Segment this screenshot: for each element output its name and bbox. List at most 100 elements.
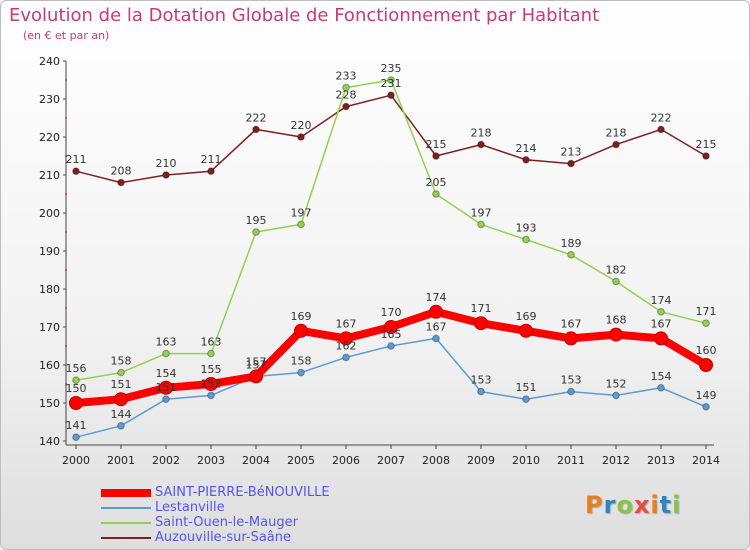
data-label: 214: [516, 142, 537, 155]
data-label: 167: [336, 317, 357, 330]
data-label: 162: [336, 339, 357, 352]
data-label: 149: [696, 389, 717, 402]
y-tick-label: 210: [39, 169, 60, 182]
y-tick-label: 220: [39, 131, 60, 144]
data-point: [612, 391, 620, 400]
data-label: 167: [561, 317, 582, 330]
data-point: [567, 251, 575, 259]
legend-label: Saint-Ouen-le-Mauger: [155, 515, 298, 530]
y-tick-label: 200: [39, 207, 60, 220]
data-label: 170: [381, 306, 402, 319]
data-label: 167: [651, 317, 672, 330]
data-label: 235: [381, 62, 402, 75]
data-point: [159, 380, 173, 395]
data-label: 150: [66, 382, 87, 395]
data-label: 157: [246, 358, 267, 371]
legend-label: Auzouville-sur-Saâne: [155, 530, 292, 545]
legend-swatch: [101, 507, 151, 509]
legend-swatch: [101, 522, 151, 524]
data-label: 157: [246, 355, 267, 368]
data-point: [117, 422, 125, 430]
data-label: 167: [426, 320, 447, 333]
data-label: 169: [516, 310, 537, 323]
data-point: [114, 392, 128, 407]
data-point: [297, 133, 305, 141]
data-point: [387, 91, 395, 99]
data-point: [612, 140, 620, 149]
y-tick-label: 190: [39, 245, 60, 258]
data-label: 213: [561, 146, 582, 159]
data-point: [522, 395, 530, 404]
data-point: [72, 167, 80, 175]
x-tick-label: 2007: [377, 454, 405, 467]
data-point: [207, 167, 215, 175]
data-label: 154: [156, 367, 177, 380]
data-label: 154: [651, 370, 672, 383]
y-tick-label: 230: [39, 93, 60, 106]
data-label: 222: [246, 111, 267, 124]
data-point: [609, 327, 623, 342]
legend-label: SAINT-PIERRE-BéNOUVILLE: [155, 485, 330, 500]
data-label: 197: [291, 206, 312, 219]
chart-subtitle: (en € et par an): [23, 29, 110, 42]
y-tick-label: 160: [39, 359, 60, 372]
legend-label: Lestanville: [155, 500, 225, 515]
x-tick-label: 2005: [287, 454, 315, 467]
y-tick-label: 180: [39, 283, 60, 296]
y-tick-label: 170: [39, 321, 60, 334]
x-tick-label: 2014: [692, 454, 720, 467]
data-point: [567, 159, 575, 168]
data-label: 182: [606, 263, 627, 276]
data-point: [702, 152, 710, 160]
x-tick-label: 2004: [242, 454, 270, 467]
data-point: [564, 331, 578, 346]
series-layer: [69, 76, 713, 442]
data-label: 141: [66, 419, 87, 432]
data-label: 195: [246, 214, 267, 227]
data-point: [252, 228, 260, 236]
data-point: [654, 331, 668, 346]
data-label: 151: [516, 381, 537, 394]
logo-letter: i: [650, 491, 660, 519]
x-tick-label: 2002: [152, 454, 180, 467]
data-point: [474, 316, 488, 331]
data-point: [432, 190, 440, 198]
data-point: [252, 125, 260, 134]
data-label: 205: [426, 176, 447, 189]
data-label: 193: [516, 222, 537, 235]
data-point: [117, 368, 125, 377]
data-label: 211: [201, 153, 222, 166]
data-point: [297, 368, 305, 377]
data-point: [162, 349, 170, 358]
data-label: 233: [336, 70, 357, 83]
data-label: 152: [606, 377, 627, 390]
data-point: [207, 391, 215, 400]
data-label: 168: [606, 314, 627, 327]
x-tick-label: 2006: [332, 454, 360, 467]
data-point: [657, 384, 665, 392]
data-point: [162, 171, 170, 179]
logo-letter: i: [672, 491, 682, 519]
data-point: [342, 353, 350, 362]
data-label: 218: [606, 127, 627, 140]
data-label: 215: [696, 138, 717, 151]
data-point: [72, 433, 80, 442]
x-tick-label: 2010: [512, 454, 540, 467]
data-point: [612, 277, 620, 286]
data-point: [249, 369, 263, 384]
chart-title: Evolution de la Dotation Globale de Fonc…: [9, 5, 600, 26]
data-label: 211: [66, 153, 87, 166]
data-point: [294, 323, 308, 338]
data-label: 222: [651, 111, 672, 124]
data-point: [477, 140, 485, 149]
data-label: 163: [156, 336, 177, 349]
data-label: 152: [201, 377, 222, 390]
data-label: 215: [426, 138, 447, 151]
data-label: 174: [426, 291, 447, 304]
data-point: [387, 342, 395, 350]
data-label: 197: [471, 206, 492, 219]
data-label: 153: [561, 374, 582, 387]
x-tick-label: 2011: [557, 454, 585, 467]
